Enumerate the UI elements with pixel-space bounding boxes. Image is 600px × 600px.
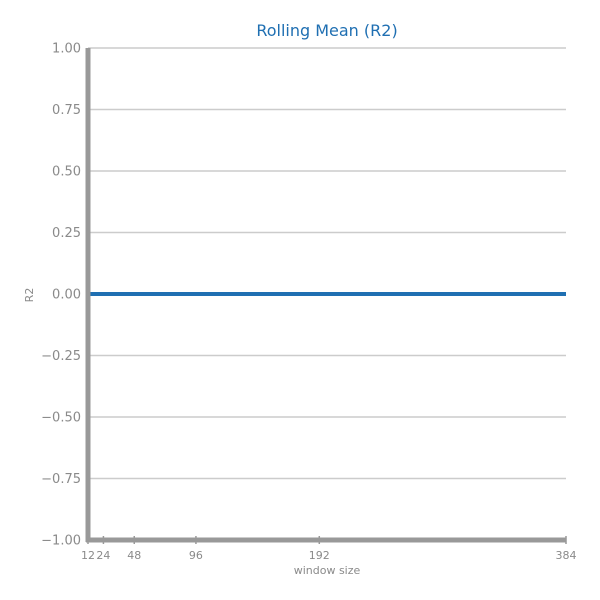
y-tick-labels: −1.00 −0.75 −0.50 −0.25 0.00 0.25 0.50 0.75 1.00	[41, 42, 81, 549]
x-tick-label: 96	[189, 549, 203, 562]
chart-title: Rolling Mean (R2)	[256, 21, 397, 40]
y-tick-label: 1.00	[52, 42, 81, 57]
x-tick-label: 12	[81, 549, 95, 562]
y-tick-label: 0.50	[52, 165, 81, 180]
x-axis-label: window size	[294, 564, 361, 577]
y-tick-label: −0.75	[41, 472, 81, 487]
y-tick-label: −0.50	[41, 411, 81, 426]
gridlines	[88, 47, 566, 480]
y-tick-label: 0.00	[52, 288, 81, 303]
y-axis-label: R2	[23, 288, 36, 303]
x-tick-label: 48	[127, 549, 141, 562]
x-tick-label: 24	[96, 549, 110, 562]
x-tick-label: 192	[309, 549, 330, 562]
y-tick-label: −1.00	[41, 534, 81, 549]
y-tick-label: 0.75	[52, 103, 81, 118]
y-tick-label: 0.25	[52, 226, 81, 241]
y-tick-label: −0.25	[41, 349, 81, 364]
x-tick-label: 384	[556, 549, 577, 562]
